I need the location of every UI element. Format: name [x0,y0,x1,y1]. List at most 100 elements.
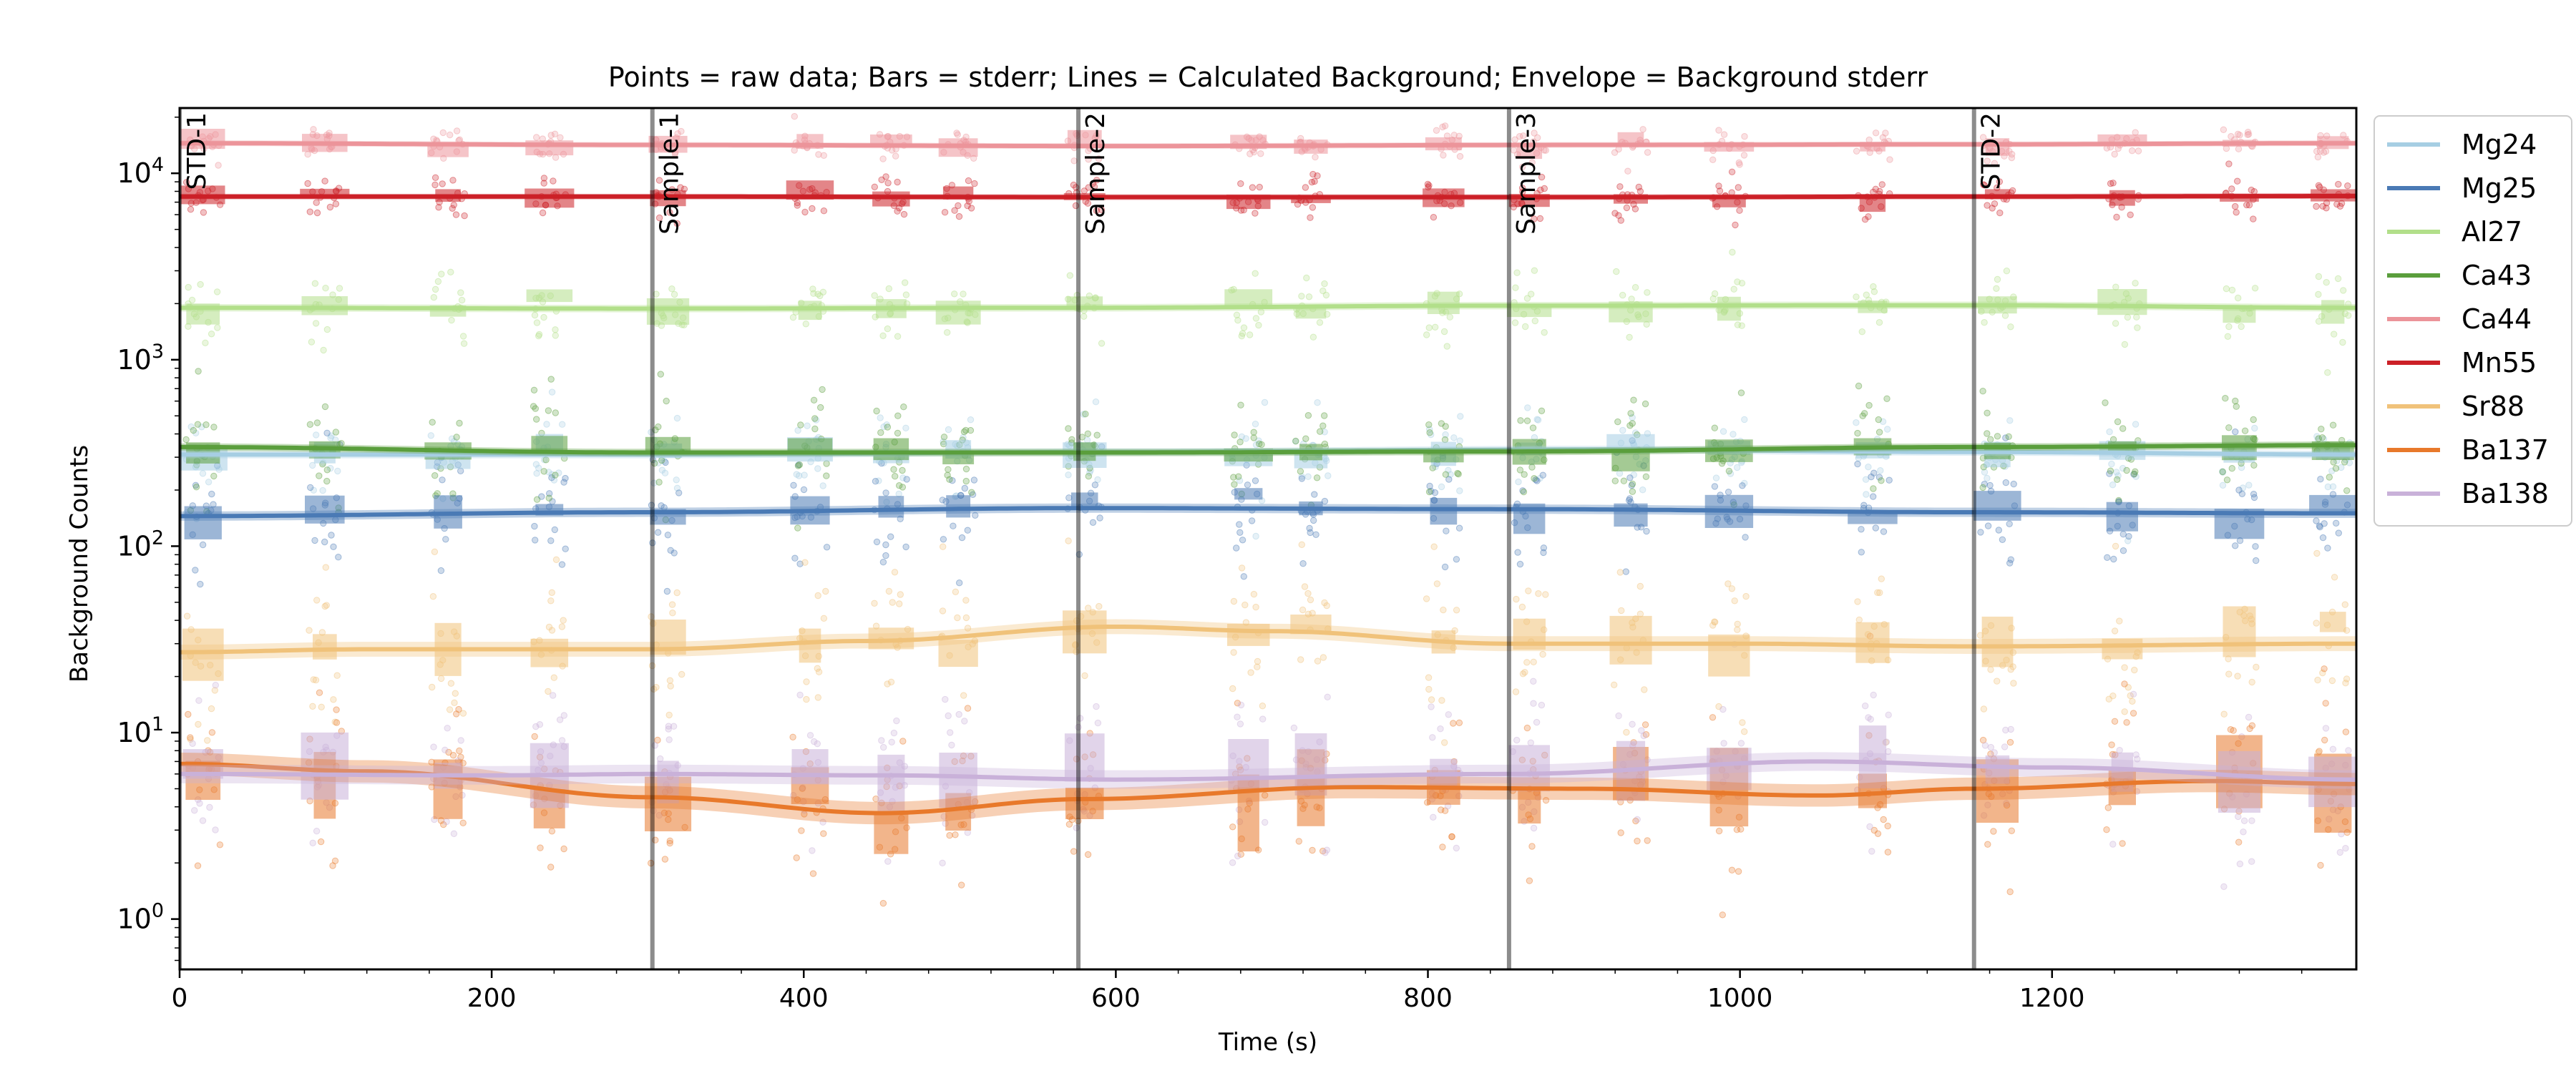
raw-point-ca43 [2119,425,2127,432]
raw-point-mg25 [949,477,956,484]
raw-point-ca44 [1542,147,1550,154]
raw-point-ba138 [550,692,557,699]
raw-point-ba138 [2129,690,2137,698]
raw-point-ca43 [542,456,550,464]
stderr-bar-ba138 [1294,733,1327,796]
raw-point-sr88 [1623,728,1630,736]
raw-point-mg24 [877,414,884,421]
raw-point-ca43 [890,466,897,473]
raw-point-ca44 [1882,129,1889,137]
raw-point-ca43 [1531,475,1538,482]
raw-point-sr88 [545,623,553,631]
raw-point-al27 [336,285,343,292]
raw-point-ba138 [1640,732,1647,740]
raw-point-mg24 [1524,404,1531,411]
raw-point-mg24 [2238,464,2245,471]
raw-point-ca43 [823,472,830,479]
raw-point-al27 [879,332,887,339]
raw-point-mn55 [540,175,548,182]
legend-label-ca43: Ca43 [2462,260,2532,291]
x-tick-label: 600 [1091,984,1141,1013]
raw-point-ba137 [2111,718,2119,725]
raw-point-ca43 [1425,488,1433,496]
raw-point-ca43 [306,421,314,428]
raw-point-ca44 [1879,134,1887,141]
raw-point-mg24 [1533,416,1541,423]
raw-point-ba138 [1237,701,1245,709]
raw-point-ca43 [2228,465,2236,472]
raw-point-ba138 [430,743,437,750]
raw-point-mn55 [2233,209,2240,216]
raw-point-mn55 [2127,211,2134,218]
raw-point-mn55 [1314,172,1321,180]
raw-point-mg25 [972,512,979,519]
raw-point-ca43 [194,421,202,428]
raw-point-mg24 [1450,434,1458,441]
raw-point-mg25 [1626,495,1634,502]
raw-point-ba138 [1093,703,1100,710]
raw-point-ba138 [309,839,316,847]
raw-point-mg24 [1252,421,1259,428]
raw-point-mg24 [2219,481,2227,489]
raw-point-ca43 [2005,433,2012,440]
raw-point-ba137 [453,710,460,718]
raw-point-al27 [1711,290,1719,298]
raw-point-sr88 [1876,589,1883,597]
raw-point-al27 [434,278,442,285]
raw-point-mg24 [1515,478,1522,486]
raw-point-mg24 [319,486,326,494]
raw-point-ca44 [2228,133,2235,140]
raw-point-mg24 [1456,487,1463,494]
raw-point-ca43 [540,468,547,475]
raw-point-mn55 [2243,201,2250,209]
raw-point-ca43 [2132,468,2139,475]
raw-point-mn55 [1861,216,1869,223]
raw-point-mg24 [1457,413,1464,420]
raw-point-mn55 [1085,184,1093,191]
stderr-bar-ba138 [1228,739,1269,791]
raw-point-ba137 [456,747,463,755]
raw-point-sr88 [437,675,445,683]
background-line-mn55 [180,194,2356,200]
raw-point-al27 [1613,268,1620,275]
raw-point-sr88 [2116,617,2123,625]
stderr-bar-ca43 [1611,451,1650,471]
raw-point-mg24 [2114,472,2122,479]
raw-point-sr88 [306,627,313,634]
raw-point-mg24 [1261,398,1269,406]
raw-point-mg24 [2132,473,2140,480]
raw-point-mg25 [1626,474,1634,481]
raw-point-ba138 [796,691,804,699]
raw-point-mg24 [2245,481,2253,489]
raw-point-sr88 [447,680,455,687]
raw-point-mn55 [1872,185,1880,192]
raw-point-al27 [1080,313,1088,320]
raw-point-mg24 [548,471,556,478]
raw-point-al27 [458,296,466,304]
raw-point-al27 [1522,323,1529,331]
raw-point-ca43 [2250,461,2258,469]
raw-point-mg24 [967,416,975,424]
raw-point-ca43 [945,466,952,473]
stderr-bar-sr88 [1708,634,1750,677]
raw-point-sr88 [211,687,218,694]
raw-point-ca43 [1883,395,1890,402]
raw-point-mn55 [882,173,889,180]
raw-point-mg24 [2313,433,2321,440]
raw-point-ca43 [873,407,880,415]
raw-point-mn55 [955,202,962,210]
raw-point-ca43 [896,482,903,489]
raw-point-mn55 [1307,214,1314,221]
raw-point-mn55 [1715,182,1722,190]
raw-point-ba138 [878,737,885,744]
raw-point-mg25 [1860,502,1868,509]
raw-point-mn55 [1631,205,1639,212]
raw-point-mn55 [1073,184,1080,191]
raw-point-mg24 [673,476,680,484]
raw-point-ca43 [1256,440,1263,448]
raw-point-sr88 [322,564,329,571]
raw-point-mg24 [1984,474,1991,482]
raw-point-al27 [2224,333,2232,340]
raw-point-ba137 [2121,680,2128,688]
raw-point-al27 [2334,275,2342,283]
